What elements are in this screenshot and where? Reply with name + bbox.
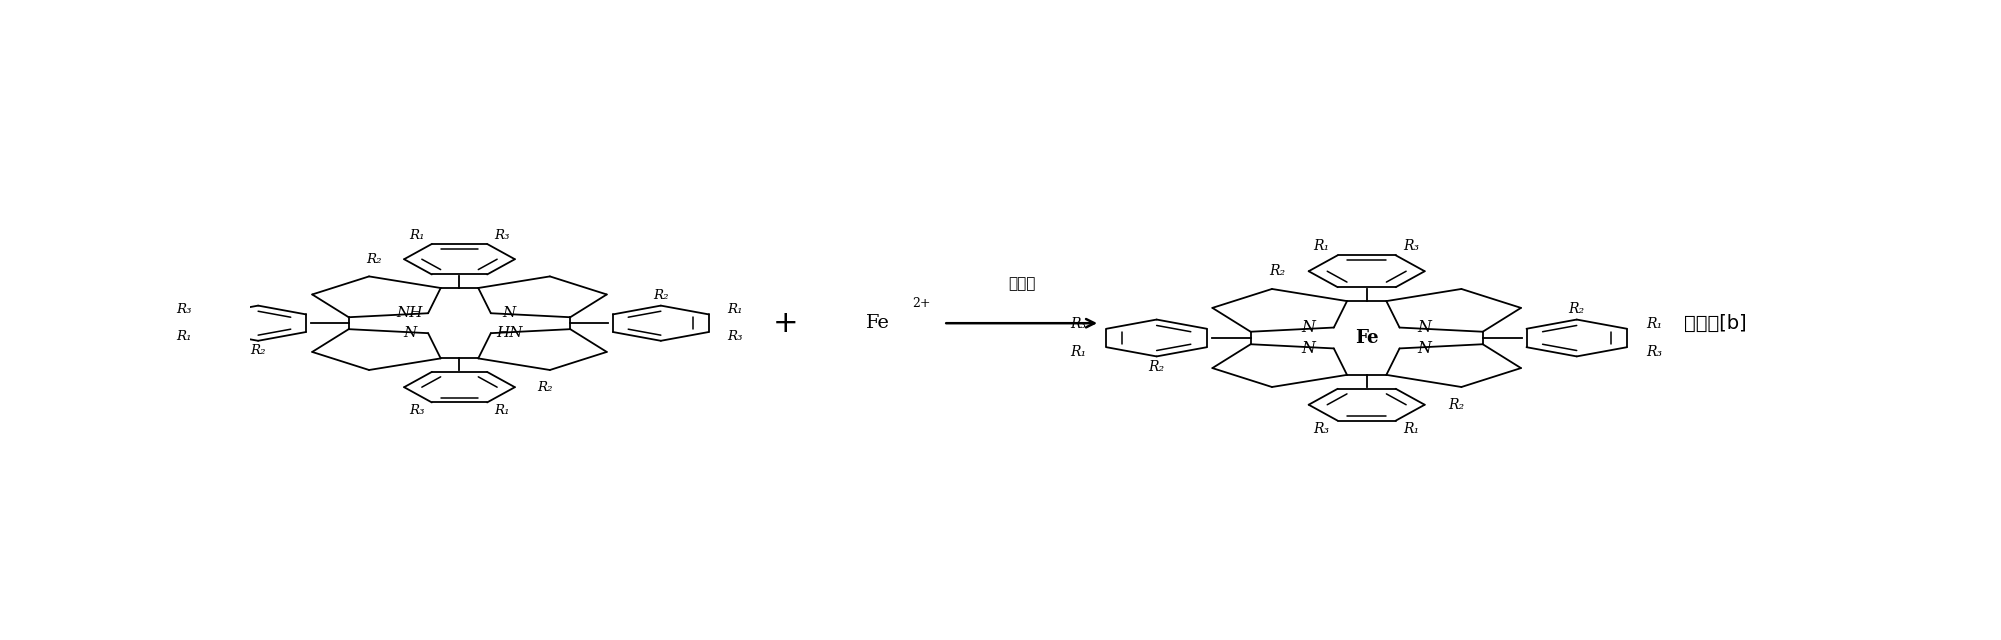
Text: R₂: R₂ — [1449, 397, 1465, 412]
Text: R₁: R₁ — [1403, 422, 1419, 436]
Text: R₂: R₂ — [1569, 303, 1585, 316]
Text: 硝基苯: 硝基苯 — [1009, 276, 1035, 291]
Text: N: N — [1419, 340, 1431, 357]
Text: R₂: R₂ — [538, 381, 552, 394]
Text: N: N — [502, 307, 516, 321]
Text: N: N — [1303, 319, 1315, 336]
Text: R₁: R₁ — [728, 303, 742, 316]
Text: R₃: R₃ — [176, 303, 192, 316]
Text: R₃: R₃ — [408, 404, 424, 417]
Text: R₁: R₁ — [1315, 239, 1331, 253]
Text: R₃: R₃ — [494, 229, 510, 242]
Text: N: N — [402, 326, 416, 340]
Text: N: N — [1419, 319, 1431, 336]
Text: R₁: R₁ — [1071, 345, 1087, 359]
Text: R₃: R₃ — [1403, 239, 1419, 253]
Text: 反应式[b]: 反应式[b] — [1685, 314, 1747, 333]
Text: N: N — [1303, 340, 1315, 357]
Text: R₃: R₃ — [728, 330, 742, 343]
Text: R₂: R₂ — [1269, 264, 1285, 278]
Text: R₂: R₂ — [1149, 360, 1165, 374]
Text: R₂: R₂ — [366, 253, 382, 266]
Text: HN: HN — [496, 326, 522, 340]
Text: R₃: R₃ — [1647, 345, 1663, 359]
Text: R₂: R₂ — [250, 344, 266, 357]
Text: R₁: R₁ — [408, 229, 424, 242]
Text: R₂: R₂ — [652, 289, 668, 303]
Text: R₁: R₁ — [494, 404, 510, 417]
Text: NH: NH — [396, 307, 422, 321]
Text: R₁: R₁ — [176, 330, 192, 343]
Text: Fe: Fe — [1355, 329, 1379, 347]
Text: R₁: R₁ — [1647, 317, 1663, 331]
Text: Fe: Fe — [866, 314, 890, 332]
Text: R₃: R₃ — [1315, 422, 1331, 436]
Text: +: + — [772, 308, 798, 338]
Text: 2+: 2+ — [912, 297, 930, 310]
Text: R₃: R₃ — [1071, 317, 1087, 331]
